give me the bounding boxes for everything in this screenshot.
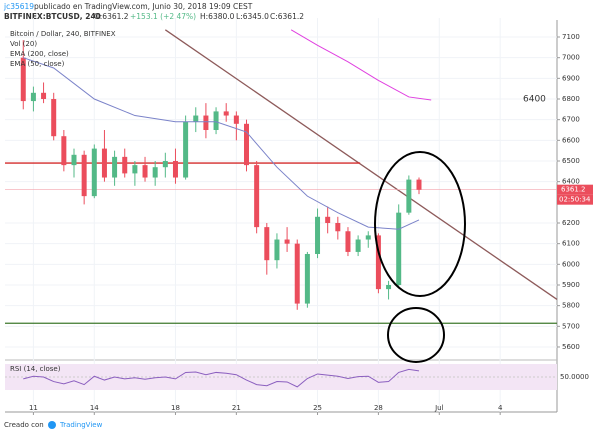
candle-body [132, 165, 138, 174]
candle-body [213, 111, 219, 131]
close: C:6361.2 [270, 12, 304, 21]
y-tick-label: 6200 [562, 219, 580, 227]
last-price-box [557, 184, 593, 195]
candle-body [81, 154, 87, 197]
x-tick-label: 14 [90, 404, 99, 412]
candle-body [294, 243, 300, 304]
x-tick-label: Jul [434, 404, 444, 412]
candle-body [41, 92, 47, 100]
legend-item: Bitcoin / Dollar, 240, BITFINEX [10, 30, 116, 38]
candle-body [172, 160, 178, 178]
candle-body [304, 253, 310, 304]
rsi-line [23, 368, 420, 388]
annotation: 6400 [523, 95, 546, 105]
y-tick-label: 5700 [562, 322, 580, 330]
y-tick-label: 7000 [562, 54, 580, 62]
published: publicado en TradingView.com, Junio 30, … [34, 2, 253, 11]
x-tick-label: 4 [498, 404, 503, 412]
legend-item: EMA (50, close) [10, 60, 65, 68]
x-tick-label: 28 [374, 404, 383, 412]
x-tick-label: 11 [29, 404, 38, 412]
open: O:6361.2 [94, 12, 129, 21]
y-tick-label: 5600 [562, 343, 580, 351]
candle-body [193, 115, 199, 122]
x-tick-label: 25 [313, 404, 322, 412]
candle-body [406, 179, 412, 213]
highlight-ellipse [387, 307, 445, 363]
y-tick-label: 6600 [562, 136, 580, 144]
candle-body [375, 235, 381, 290]
high: H:6380.0 [200, 12, 235, 21]
legend-item: Vol (20) [10, 40, 37, 48]
legend-item: EMA (200, close) [10, 50, 69, 58]
candle-body [355, 239, 361, 252]
y-tick-label: 5800 [562, 302, 580, 310]
rsi-label: RSI (14, close) [10, 365, 61, 373]
ema-line [23, 57, 420, 230]
footer-brand[interactable]: TradingView [59, 421, 103, 429]
y-tick-label: 6400 [562, 178, 580, 186]
ema-line [290, 29, 432, 101]
candle-body [20, 57, 26, 102]
highlight-ellipse [374, 151, 466, 297]
candle-body [142, 165, 148, 178]
countdown-box [557, 194, 593, 205]
candle-body [51, 99, 57, 137]
candle-body [416, 179, 422, 190]
trend-line [164, 29, 558, 300]
candle-body [315, 216, 321, 254]
y-tick-label: 5900 [562, 281, 580, 289]
y-tick-label: 6900 [562, 74, 580, 82]
candle-body [386, 284, 392, 290]
y-tick-label: 6500 [562, 157, 580, 165]
candle-body [71, 154, 77, 166]
y-tick-label: 7100 [562, 33, 580, 41]
candle-body [233, 115, 239, 124]
candle-body [325, 216, 331, 223]
candle-body [345, 231, 351, 252]
candle-body [365, 235, 371, 240]
last-price-label: 6361.2 [561, 186, 586, 194]
y-tick-label: 6000 [562, 260, 580, 268]
candle-body [223, 111, 229, 116]
candle-body [244, 123, 249, 166]
candle-body [91, 148, 97, 197]
candle-body [162, 160, 168, 168]
change: +153.1 (+2.47%) [130, 12, 196, 21]
y-tick-label: 6800 [562, 95, 580, 103]
candle-body [122, 156, 128, 174]
x-tick-label: 21 [232, 404, 241, 412]
author[interactable]: jc35619 [3, 2, 34, 11]
rsi-tick-label: 50.0000 [560, 373, 589, 381]
x-tick-label: 18 [171, 404, 180, 412]
logo [48, 421, 56, 429]
candle-body [30, 92, 36, 102]
candle-body [264, 227, 270, 261]
candle-body [254, 165, 260, 228]
low: L:6345.0 [236, 12, 269, 21]
candle-body [101, 148, 107, 178]
candle-body [284, 239, 290, 244]
candle-body [396, 212, 402, 285]
candle-body [274, 239, 280, 261]
y-tick-label: 6100 [562, 240, 580, 248]
footer-text: Creado con [4, 421, 44, 429]
candle-body [335, 222, 341, 232]
candle-body [183, 121, 189, 178]
symbol: BITFINEX:BTCUSD, 240 [4, 12, 101, 21]
candle-body [203, 115, 209, 131]
candle-body [61, 136, 67, 166]
candle-body [152, 167, 158, 178]
countdown-label: 02:50:34 [559, 196, 591, 204]
y-tick-label: 6700 [562, 116, 580, 124]
candle-body [112, 156, 118, 178]
